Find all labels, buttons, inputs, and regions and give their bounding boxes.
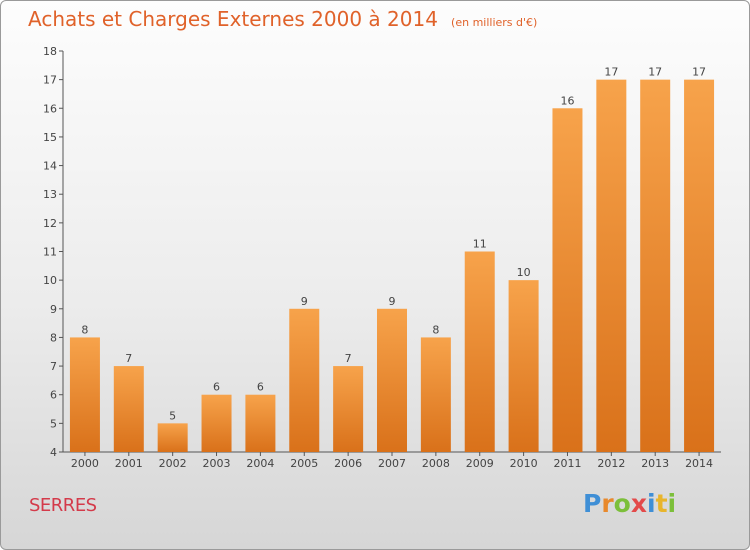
data-label: 9: [389, 295, 396, 308]
logo-letter: x: [630, 489, 647, 518]
bar: [201, 394, 232, 452]
data-label: 17: [692, 66, 706, 79]
bar: [464, 251, 495, 452]
data-label: 6: [213, 381, 220, 394]
bar: [640, 79, 671, 453]
x-tick-label: 2004: [246, 457, 274, 470]
bar: [113, 366, 144, 452]
y-tick-label: 6: [50, 389, 57, 402]
y-tick-label: 15: [43, 131, 57, 144]
bar: [333, 366, 364, 452]
data-label: 10: [517, 266, 531, 279]
data-label: 17: [604, 66, 618, 79]
x-tick-label: 2005: [290, 457, 318, 470]
x-tick-label: 2010: [510, 457, 538, 470]
bar: [508, 280, 539, 452]
y-tick-label: 12: [43, 217, 57, 230]
bar: [420, 337, 451, 452]
x-tick-label: 2011: [553, 457, 581, 470]
y-tick-label: 16: [43, 102, 57, 115]
proxiti-logo[interactable]: Proxiti: [583, 489, 676, 518]
x-tick-label: 2013: [641, 457, 669, 470]
logo-letter: t: [655, 489, 668, 518]
chart-title: Achats et Charges Externes 2000 à 2014: [28, 7, 438, 31]
title-block: Achats et Charges Externes 2000 à 2014 (…: [28, 7, 537, 31]
x-tick-label: 2002: [159, 457, 187, 470]
bar: [377, 308, 407, 452]
x-tick-label: 2014: [685, 457, 713, 470]
x-tick-label: 2003: [203, 457, 231, 470]
data-label: 6: [257, 381, 264, 394]
data-label: 7: [125, 352, 132, 365]
y-tick-label: 17: [43, 74, 57, 87]
logo-letter: i: [667, 489, 677, 518]
logo-letter: i: [647, 489, 656, 518]
y-tick-label: 18: [43, 45, 57, 58]
y-tick-label: 4: [50, 446, 57, 459]
chart-subtitle: (en milliers d'€): [451, 16, 538, 29]
x-tick-label: 2000: [71, 457, 99, 470]
x-tick-label: 2012: [597, 457, 625, 470]
data-label: 9: [301, 295, 308, 308]
data-label: 8: [432, 323, 439, 336]
x-tick-label: 2006: [334, 457, 362, 470]
y-tick-label: 11: [43, 246, 57, 259]
x-tick-label: 2009: [466, 457, 494, 470]
data-label: 5: [169, 409, 176, 422]
y-tick-label: 14: [43, 160, 57, 173]
data-label: 8: [81, 323, 88, 336]
x-tick-label: 2001: [115, 457, 143, 470]
y-tick-label: 10: [43, 274, 57, 287]
x-tick-label: 2008: [422, 457, 450, 470]
y-tick-label: 9: [50, 303, 57, 316]
y-tick-label: 7: [50, 360, 57, 373]
data-label: 11: [473, 238, 487, 251]
data-label: 7: [345, 352, 352, 365]
logo-letter: r: [601, 489, 614, 518]
bar: [552, 108, 583, 453]
y-tick-label: 5: [50, 417, 57, 430]
bar: [245, 394, 276, 452]
y-tick-label: 8: [50, 331, 57, 344]
bar: [69, 337, 100, 452]
commune-name: SERRES: [29, 495, 97, 516]
y-tick-label: 13: [43, 188, 57, 201]
logo-letter: P: [583, 489, 602, 518]
bar: [596, 79, 627, 453]
data-label: 16: [560, 94, 574, 107]
logo-letter: o: [613, 489, 631, 518]
data-label: 17: [648, 66, 662, 79]
x-tick-label: 2007: [378, 457, 406, 470]
bar: [157, 423, 188, 452]
bar: [684, 79, 715, 453]
bar: [289, 308, 320, 452]
